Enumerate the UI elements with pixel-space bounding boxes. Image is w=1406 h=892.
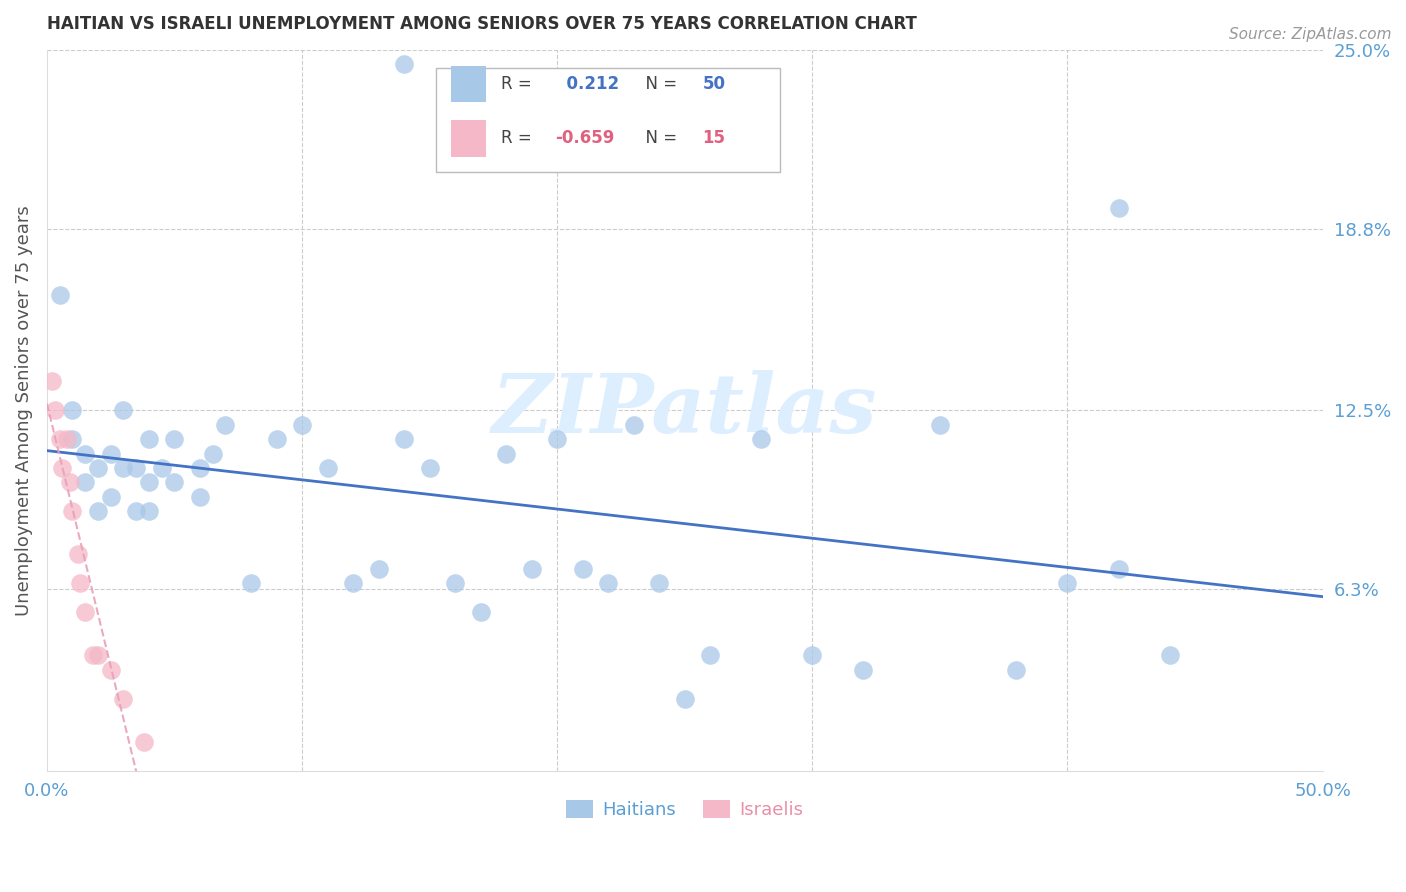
Point (673, 691, 696, 706)
Text: 50: 50 (703, 75, 725, 93)
Point (60, 403, 83, 417)
Point (48, 288, 70, 302)
Text: R =: R = (501, 129, 537, 147)
Point (66, 548, 89, 562)
Point (316, 461, 339, 475)
Point (392, 57, 415, 71)
Point (138, 504, 160, 518)
Text: 0.212: 0.212 (554, 75, 619, 93)
Text: N =: N = (636, 75, 682, 93)
Point (87, 504, 110, 518)
Point (125, 504, 148, 518)
Point (1159, 648, 1181, 663)
Point (470, 605, 492, 619)
Point (44, 403, 66, 417)
Point (87, 648, 110, 663)
Point (188, 461, 211, 475)
Point (699, 648, 721, 663)
Point (112, 461, 135, 475)
Point (1108, 562, 1130, 576)
Point (201, 446, 224, 460)
Point (100, 663, 122, 677)
Text: 15: 15 (703, 129, 725, 147)
Point (100, 490, 122, 504)
Point (623, 417, 645, 432)
Text: N =: N = (636, 129, 682, 147)
Point (82, 648, 104, 663)
Point (163, 432, 186, 446)
Point (59, 475, 82, 490)
Point (56, 432, 79, 446)
Point (150, 461, 173, 475)
Text: R =: R = (501, 75, 537, 93)
Point (367, 562, 389, 576)
Point (342, 576, 364, 591)
Point (125, 461, 148, 475)
Point (495, 446, 517, 460)
Point (214, 417, 236, 432)
Point (801, 648, 824, 663)
Point (546, 432, 568, 446)
Point (75, 605, 97, 619)
Point (75, 475, 97, 490)
Point (132, 735, 155, 749)
Legend: Haitians, Israelis: Haitians, Israelis (560, 793, 810, 827)
Point (100, 446, 122, 460)
Point (929, 417, 952, 432)
Text: HAITIAN VS ISRAELI UNEMPLOYMENT AMONG SENIORS OVER 75 YEARS CORRELATION CHART: HAITIAN VS ISRAELI UNEMPLOYMENT AMONG SE… (46, 15, 917, 33)
Point (392, 432, 415, 446)
Point (571, 562, 593, 576)
Text: Source: ZipAtlas.com: Source: ZipAtlas.com (1229, 27, 1392, 42)
Point (1005, 663, 1028, 677)
Point (112, 691, 135, 706)
Point (266, 432, 288, 446)
Point (444, 576, 467, 591)
Point (163, 475, 186, 490)
Point (51, 461, 73, 475)
Point (60, 504, 83, 518)
Text: ZIPatlas: ZIPatlas (492, 370, 877, 450)
Y-axis label: Unemployment Among Seniors over 75 years: Unemployment Among Seniors over 75 years (15, 205, 32, 615)
Text: -0.659: -0.659 (554, 129, 614, 147)
FancyBboxPatch shape (451, 120, 485, 157)
Point (598, 576, 620, 591)
FancyBboxPatch shape (436, 68, 780, 172)
Point (75, 446, 97, 460)
Point (112, 403, 135, 417)
Point (60, 432, 83, 446)
Point (240, 576, 263, 591)
Point (48, 432, 70, 446)
Point (138, 432, 160, 446)
Point (41, 375, 63, 389)
Point (852, 663, 875, 677)
FancyBboxPatch shape (451, 66, 485, 103)
Point (648, 576, 671, 591)
Point (87, 461, 110, 475)
Point (419, 461, 441, 475)
Point (1108, 202, 1130, 216)
Point (138, 475, 160, 490)
Point (1056, 576, 1078, 591)
Point (291, 417, 314, 432)
Point (69, 576, 91, 591)
Point (749, 432, 772, 446)
Point (520, 562, 543, 576)
Point (188, 490, 211, 504)
